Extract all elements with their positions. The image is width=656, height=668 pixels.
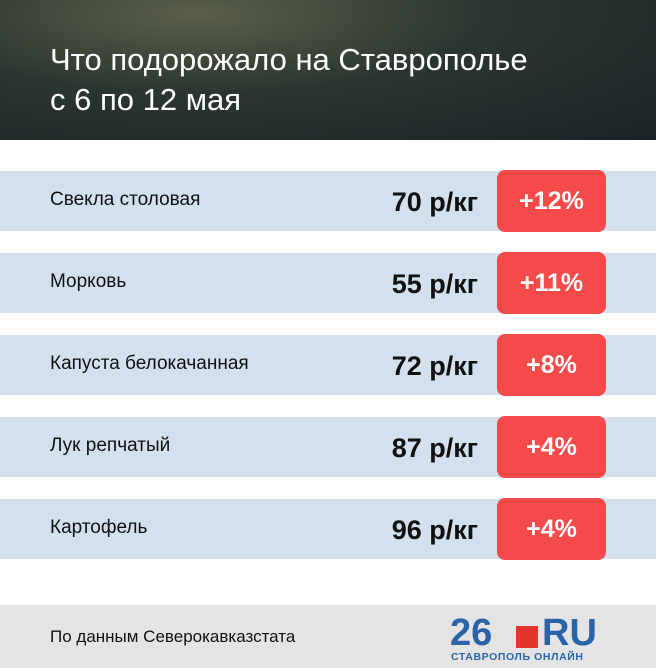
price: 55 р/кг <box>391 269 478 299</box>
price: 87 р/кг <box>391 433 478 463</box>
logo-domain: RU <box>542 612 597 654</box>
table-row: Лук репчатый 87 р/кг +4% <box>0 416 656 478</box>
logo-dot <box>516 626 538 648</box>
logo-tagline: СТАВРОПОЛЬ ОНЛАЙН <box>451 651 584 663</box>
header: Что подорожало на Ставрополье с 6 по 12 … <box>0 0 656 140</box>
logo: 26 RU СТАВРОПОЛЬ ОНЛАЙН <box>450 613 610 665</box>
title: Что подорожало на Ставрополье с 6 по 12 … <box>50 40 528 120</box>
table-row: Свекла столовая 70 р/кг +12% <box>0 170 656 232</box>
change-badge: +4% <box>497 416 606 478</box>
product-name: Картофель <box>50 517 148 538</box>
title-line: Что подорожало на Ставрополье <box>50 42 528 77</box>
product-name: Капуста белокачанная <box>50 353 249 374</box>
change-badge: +4% <box>497 498 606 560</box>
table-row: Морковь 55 р/кг +11% <box>0 252 656 314</box>
product-name: Морковь <box>50 271 127 292</box>
price: 70 р/кг <box>391 187 478 217</box>
table-row: Капуста белокачанная 72 р/кг +8% <box>0 334 656 396</box>
change-badge: +12% <box>497 170 606 232</box>
title-line: с 6 по 12 мая <box>50 82 242 117</box>
table-row: Картофель 96 р/кг +4% <box>0 498 656 560</box>
product-name: Свекла столовая <box>50 189 201 210</box>
source: По данным Северокавказстата <box>50 627 296 646</box>
footer: По данным Северокавказстата 26 RU СТАВРО… <box>0 605 656 668</box>
price: 96 р/кг <box>391 515 478 545</box>
price: 72 р/кг <box>391 351 478 381</box>
logo-number: 26 <box>450 612 493 654</box>
change-badge: +8% <box>497 334 606 396</box>
product-name: Лук репчатый <box>50 435 171 456</box>
change-badge: +11% <box>497 252 606 314</box>
